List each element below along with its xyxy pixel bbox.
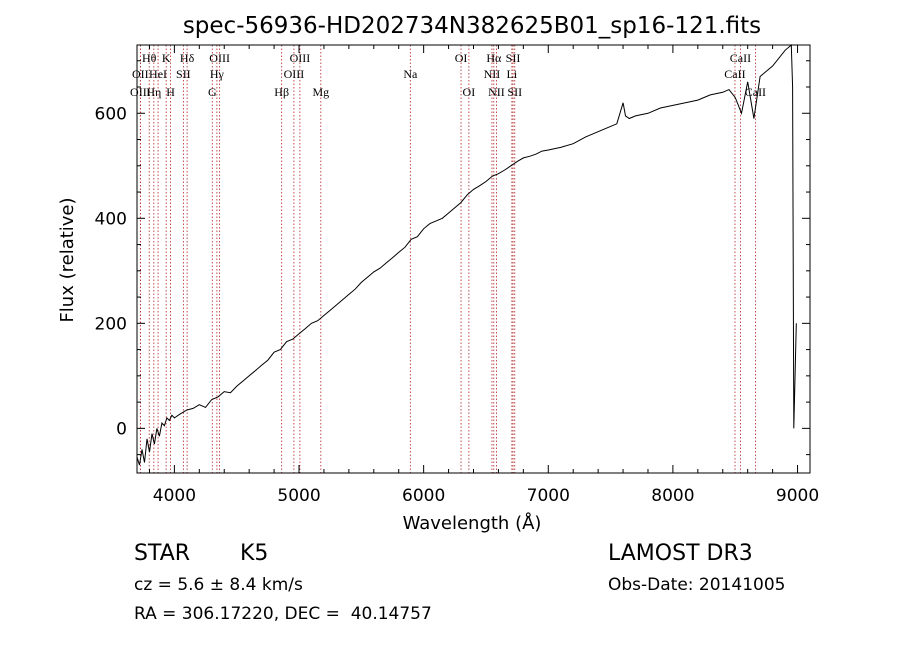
spectral-line-label: SII bbox=[176, 67, 191, 81]
spectral-line-label: Li bbox=[507, 67, 518, 81]
spectral-line-label: CaII bbox=[745, 85, 766, 99]
x-tick-label: 5000 bbox=[277, 486, 320, 506]
spectral-line-label: Hβ bbox=[274, 85, 289, 99]
spectral-line-label: Na bbox=[403, 67, 418, 81]
spectral-line-label: G bbox=[208, 85, 217, 99]
x-tick-label: 9000 bbox=[776, 486, 819, 506]
y-tick-label: 200 bbox=[95, 314, 127, 334]
spectral-line-label: H bbox=[166, 85, 175, 99]
spectral-line-label: NII bbox=[484, 67, 501, 81]
spectral-line-label: SII bbox=[506, 51, 521, 65]
spectral-line-label: Hα bbox=[486, 51, 502, 65]
object-class: STAR bbox=[134, 541, 190, 566]
spectral-line-label: Hδ bbox=[180, 51, 195, 65]
spectral-line-label: OI bbox=[455, 51, 468, 65]
spectral-line-label: OIII bbox=[209, 51, 230, 65]
y-tick-label: 600 bbox=[95, 104, 127, 124]
spectral-line-label: CaII bbox=[724, 67, 745, 81]
spectral-line-label: NII bbox=[488, 85, 505, 99]
spectral-line-label: Hη bbox=[146, 85, 161, 99]
spectral-line-label: Hγ bbox=[210, 67, 225, 81]
y-tick-label: 400 bbox=[95, 209, 127, 229]
spectrum-line bbox=[136, 43, 797, 466]
spectral-line-label: K bbox=[162, 51, 171, 65]
spectral-line-label: Hθ bbox=[142, 51, 157, 65]
y-tick-label: 0 bbox=[116, 419, 127, 439]
spectral-line-label: HeI bbox=[149, 67, 167, 81]
x-tick-label: 8000 bbox=[651, 486, 694, 506]
spectral-line-label: OIII bbox=[284, 67, 305, 81]
spectral-line-label: OII bbox=[132, 67, 149, 81]
y-axis-label: Flux (relative) bbox=[57, 197, 78, 322]
x-tick-label: 7000 bbox=[527, 486, 570, 506]
spectral-line-label: CaII bbox=[730, 51, 751, 65]
x-tick-label: 6000 bbox=[402, 486, 445, 506]
observation-date: Obs-Date: 20141005 bbox=[608, 575, 785, 595]
chart-title: spec-56936-HD202734N382625B01_sp16-121.f… bbox=[183, 13, 761, 39]
redshift-value: cz = 5.6 ± 8.4 km/s bbox=[134, 575, 303, 595]
spectral-line-label: Mg bbox=[312, 85, 329, 99]
spectral-line-label: OIII bbox=[130, 85, 151, 99]
spectral-line-label: OIII bbox=[290, 51, 311, 65]
x-tick-label: 4000 bbox=[153, 486, 196, 506]
survey-name: LAMOST DR3 bbox=[608, 541, 753, 566]
coordinates: RA = 306.17220, DEC = 40.14757 bbox=[134, 604, 432, 624]
spectral-line-label: OI bbox=[463, 85, 476, 99]
object-subclass: K5 bbox=[240, 541, 268, 566]
plot-frame bbox=[136, 44, 811, 474]
x-axis-label: Wavelength (Å) bbox=[403, 512, 542, 534]
spectral-line-label: SII bbox=[507, 85, 522, 99]
